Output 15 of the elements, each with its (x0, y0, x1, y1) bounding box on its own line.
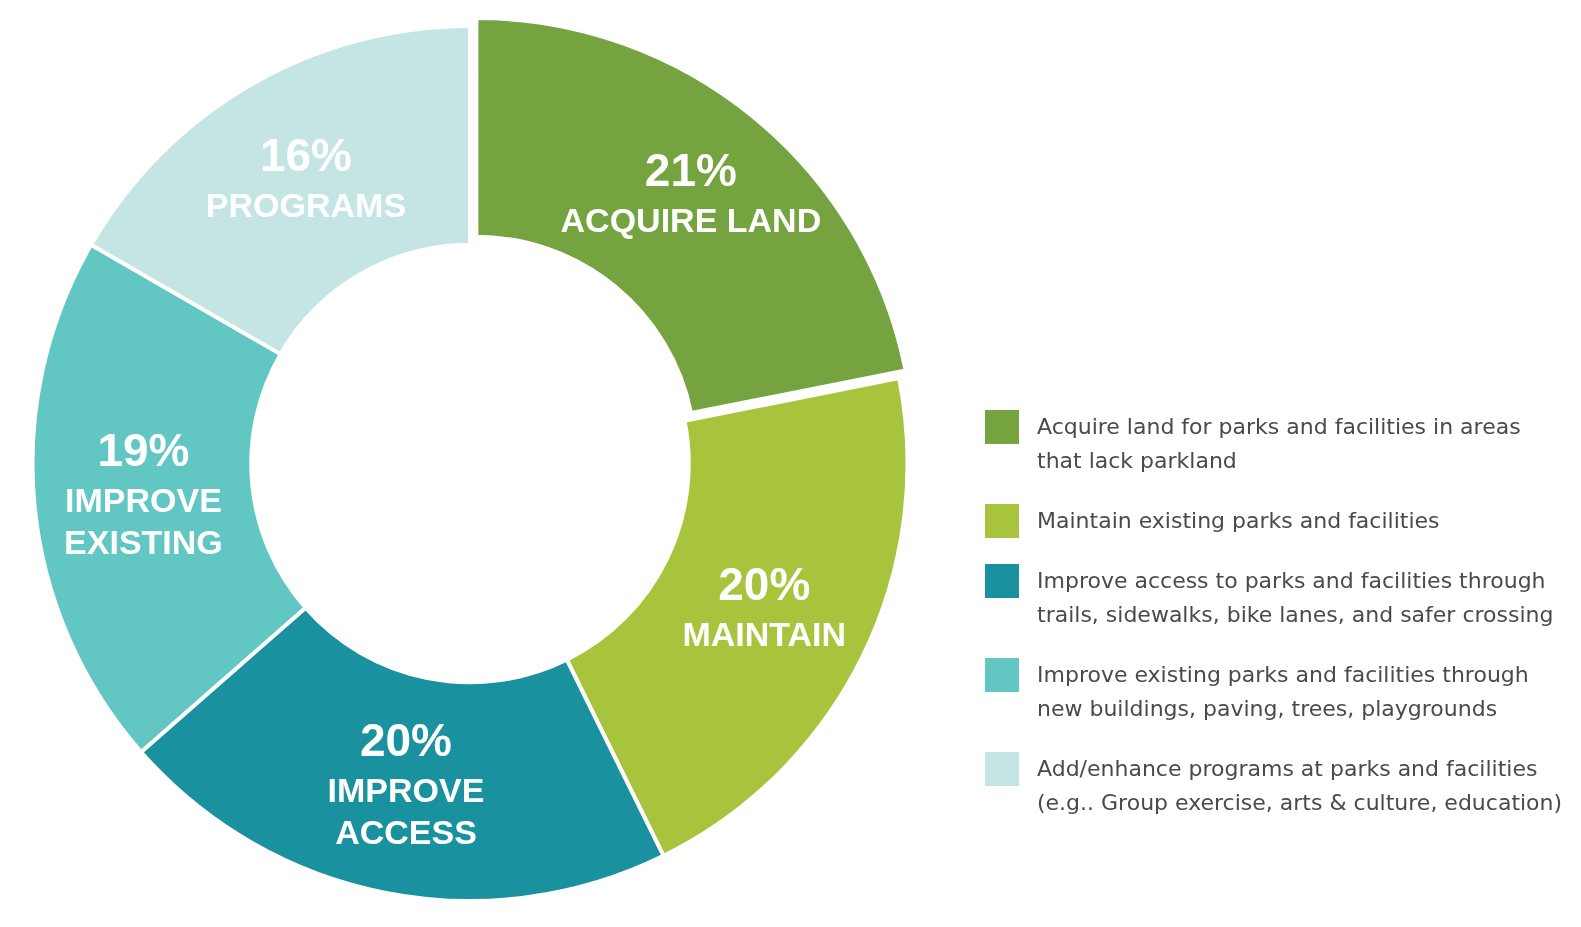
legend-label: Add/enhance programs at parks and facilities (e.g.. Group exercise, arts & culture, education) (1037, 755, 1564, 817)
text: IMPROVE EXISTING (64, 481, 223, 562)
data-label: 19% (97, 424, 190, 477)
data-label: 16% (259, 129, 352, 182)
text: IMPROVE ACCESS (327, 770, 485, 851)
text: MAINTAIN (682, 615, 847, 653)
text: PROGRAMS (205, 185, 407, 224)
text: ACQUIRE LAND (560, 200, 822, 239)
legend-label: Maintain existing parks and facilities (1037, 507, 1440, 535)
data-label: 21% (644, 144, 737, 197)
legend-label: Improve access to parks and facilities through trails, sidewalks, bike lanes, and safer crossing (1037, 567, 1555, 629)
legend-label: Improve existing parks and facilities through new buildings, paving, trees, playgrounds (1037, 661, 1530, 723)
legend-label: Acquire land for parks and facilities in areas that lack parkland (1037, 413, 1522, 475)
data-label: 20% (359, 714, 453, 767)
data-label: 20% (718, 558, 811, 611)
